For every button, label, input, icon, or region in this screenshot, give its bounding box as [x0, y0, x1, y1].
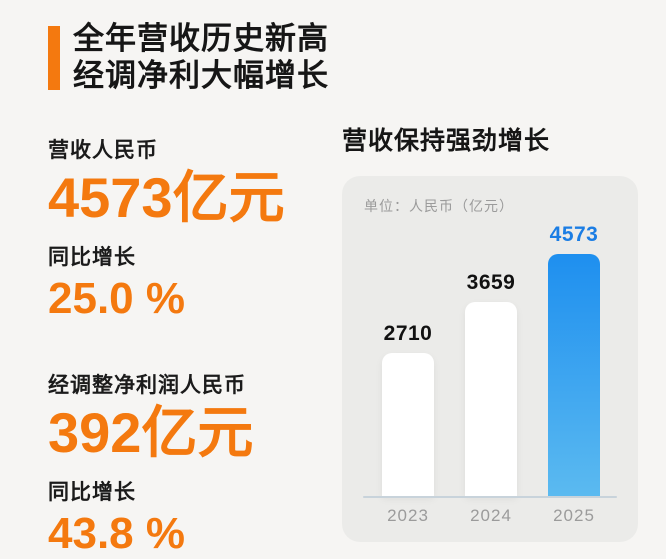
- bar-value-label-2023: 2710: [383, 322, 433, 345]
- x-tick-label-2024: 2024: [470, 506, 512, 525]
- net-profit-stat-block: 经调整净利润人民币 392亿元 同比增长 43.8 %: [48, 369, 342, 558]
- chart-column: 营收保持强劲增长 单位：人民币（亿元） 2710 3659 4573 2023 202…: [342, 126, 638, 559]
- bar-column-2024: 3659: [465, 271, 517, 496]
- bar-value-label-2024: 3659: [466, 271, 516, 294]
- bar-2025: [548, 254, 600, 496]
- revenue-growth-value: 25.0 %: [48, 273, 185, 323]
- title-accent-bar: [48, 26, 60, 90]
- bar-column-2023: 2710: [382, 322, 434, 496]
- net-profit-growth-label: 同比增长: [48, 481, 136, 505]
- bar-column-2025: 4573: [548, 223, 600, 496]
- stats-column: 营收人民币 4573亿元 同比增长 25.0 % 经调整净利润人民币 392亿元…: [48, 126, 342, 559]
- revenue-growth-label: 同比增长: [48, 245, 136, 269]
- revenue-label: 营收人民币: [48, 139, 158, 162]
- net-profit-growth-value: 43.8 %: [48, 509, 185, 559]
- net-profit-value: 392亿元: [48, 401, 254, 465]
- title-line-1: 全年营收历史新高: [73, 21, 329, 56]
- x-axis-line: [363, 496, 617, 498]
- bar-2024: [465, 302, 517, 496]
- chart-card: 单位：人民币（亿元） 2710 3659 4573 2023 2024 2025: [342, 176, 638, 542]
- revenue-stat-block: 营收人民币 4573亿元 同比增长 25.0 %: [48, 134, 342, 323]
- x-tick-label-2023: 2023: [387, 506, 429, 525]
- bar-chart-bars: 2710 3659 4573: [382, 223, 600, 496]
- revenue-value: 4573亿元: [48, 166, 285, 229]
- x-axis-labels: 2023 2024 2025: [382, 506, 600, 526]
- bar-value-label-2025: 4573: [549, 223, 599, 246]
- header: 全年营收历史新高 经调净利大幅增长: [48, 20, 638, 94]
- page-title: 全年营收历史新高 经调净利大幅增长: [73, 20, 329, 94]
- title-line-2: 经调净利大幅增长: [73, 58, 329, 93]
- content: 营收人民币 4573亿元 同比增长 25.0 % 经调整净利润人民币 392亿元…: [48, 126, 638, 559]
- x-tick-label-2025: 2025: [553, 506, 595, 525]
- chart-heading: 营收保持强劲增长: [342, 127, 551, 155]
- bar-2023: [382, 353, 434, 496]
- unit-note: 单位：人民币（亿元）: [364, 198, 514, 214]
- net-profit-label: 经调整净利润人民币: [48, 374, 246, 398]
